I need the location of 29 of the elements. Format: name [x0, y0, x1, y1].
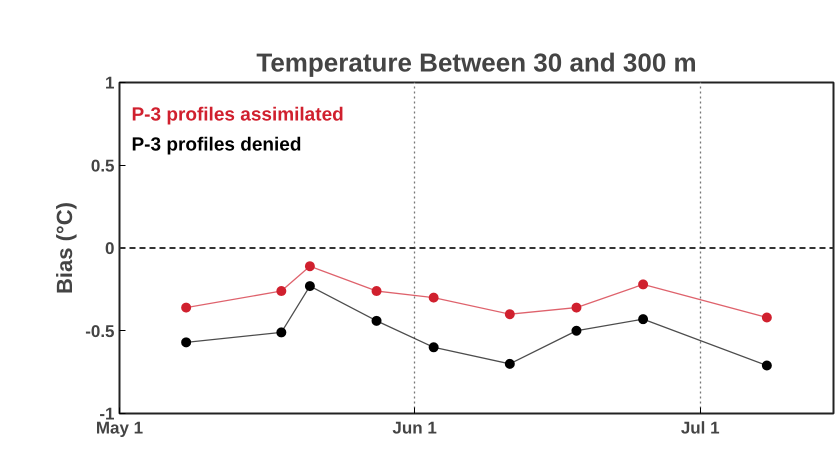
point [504, 358, 515, 369]
y-axis-title: Bias (°C) [52, 202, 78, 294]
point [372, 316, 382, 326]
y-tick-label: 0.5 [90, 156, 115, 176]
point [372, 286, 382, 296]
point [276, 327, 286, 338]
y-tick-label: 1 [105, 74, 115, 92]
x-tick-label: Jul 1 [680, 418, 720, 438]
point [428, 292, 439, 303]
point [181, 337, 192, 348]
x-tick-label: May 1 [96, 418, 144, 438]
text: P-3 profiles assimilated [132, 104, 344, 126]
point [276, 286, 286, 296]
point [638, 314, 648, 324]
point [762, 360, 772, 370]
point [304, 261, 315, 272]
chart-title: Temperature Between 30 and 300 m [256, 48, 697, 78]
x-tick-label: Jun 1 [392, 418, 437, 438]
point [762, 312, 772, 322]
point [304, 281, 315, 292]
text: P-3 profiles denied [132, 134, 302, 156]
point [181, 302, 192, 313]
point [571, 302, 582, 313]
y-tick-label: 0 [105, 239, 115, 258]
point [504, 309, 515, 320]
point [428, 342, 439, 352]
y-tick-label: -0.5 [85, 322, 115, 341]
point [638, 279, 648, 290]
point [571, 326, 582, 336]
